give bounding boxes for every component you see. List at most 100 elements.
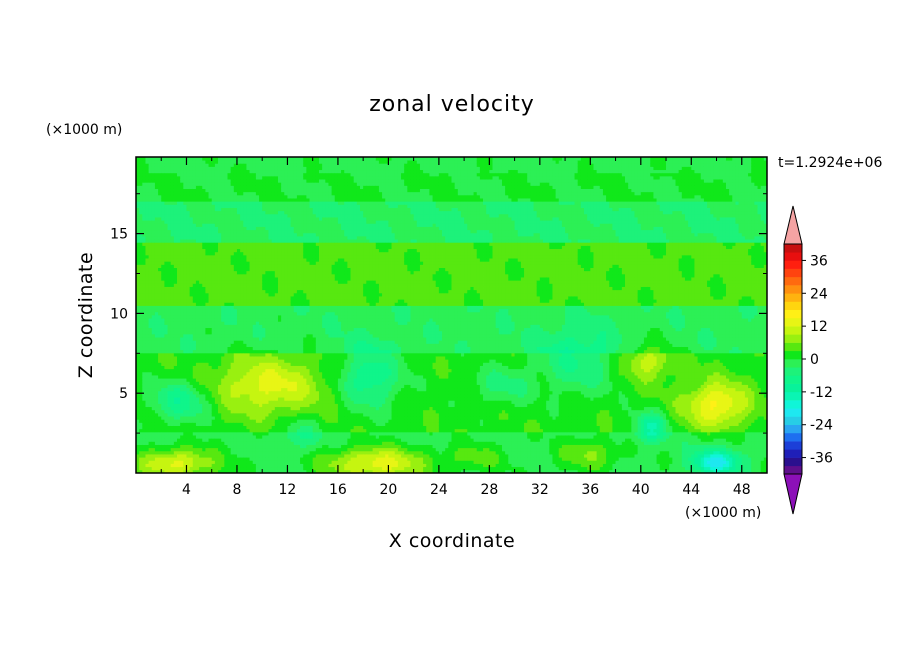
contour-cell [250,331,254,335]
contour-cell [186,340,190,344]
contour-cell [224,195,228,199]
contour-cell [174,441,178,445]
contour-cell [186,264,190,268]
contour-cell [209,283,213,287]
contour-cell [224,356,228,360]
contour-cell [215,467,219,471]
contour-cell [259,378,263,382]
contour-cell [199,204,203,208]
contour-cell [193,204,197,208]
contour-cell [164,429,168,433]
contour-cell [174,394,178,398]
contour-cell [171,432,175,436]
contour-cell [250,422,254,426]
contour-cell [139,309,143,313]
contour-cell [199,337,203,341]
contour-cell [202,252,206,256]
contour-cell [152,302,156,306]
contour-cell [145,413,149,417]
contour-cell [155,271,159,275]
contour-cell [196,441,200,445]
contour-cell [164,353,168,357]
contour-cell [234,441,238,445]
contour-cell [253,176,257,180]
contour-cell [291,343,295,347]
contour-cell [199,302,203,306]
contour-cell [291,388,295,392]
contour-cell [215,343,219,347]
contour-cell [209,410,213,414]
contour-cell [284,306,288,310]
contour-cell [265,277,269,281]
contour-cell [164,287,168,291]
contour-cell [177,422,181,426]
contour-cell [281,359,285,363]
contour-cell [142,163,146,167]
contour-cell [202,353,206,357]
contour-cell [149,268,153,272]
contour-cell [253,236,257,240]
contour-cell [139,445,143,449]
contour-cell [152,309,156,313]
contour-cell [218,347,222,351]
contour-cell [262,211,266,215]
contour-cell [269,296,273,300]
contour-cell [193,163,197,167]
contour-cell [174,217,178,221]
contour-cell [199,315,203,319]
contour-cell [186,403,190,407]
contour-cell [209,454,213,458]
contour-cell [237,280,241,284]
contour-cell [149,388,153,392]
contour-cell [168,419,172,423]
contour-cell [190,258,194,262]
contour-cell [199,201,203,205]
contour-cell [275,362,279,366]
contour-cell [193,160,197,164]
contour-cell [253,366,257,370]
contour-cell [221,290,225,294]
contour-cell [158,419,162,423]
contour-cell [212,283,216,287]
contour-cell [155,419,159,423]
contour-cell [161,359,165,363]
contour-cell [246,189,250,193]
contour-cell [243,328,247,332]
contour-cell [265,369,269,373]
contour-cell [272,359,276,363]
contour-cell [237,381,241,385]
contour-cell [199,312,203,316]
contour-cell [164,249,168,253]
contour-cell [149,170,153,174]
contour-cell [171,467,175,471]
contour-cell [269,252,273,256]
contour-cell [228,375,232,379]
contour-cell [205,198,209,202]
contour-cell [262,334,266,338]
contour-cell [161,227,165,231]
contour-cell [275,432,279,436]
contour-cell [155,467,159,471]
contour-cell [237,385,241,389]
contour-cell [291,378,295,382]
contour-cell [272,400,276,404]
contour-cell [171,245,175,249]
contour-cell [149,451,153,455]
contour-cell [158,435,162,439]
contour-cell [212,397,216,401]
contour-cell [158,274,162,278]
contour-cell [246,302,250,306]
contour-cell [149,324,153,328]
contour-cell [145,176,149,180]
contour-cell [250,302,254,306]
contour-cell [224,429,228,433]
contour-cell [193,328,197,332]
contour-cell [281,318,285,322]
contour-cell [149,287,153,291]
contour-cell [193,195,197,199]
contour-cell [221,166,225,170]
contour-cell [278,245,282,249]
contour-cell [218,331,222,335]
contour-cell [237,192,241,196]
contour-cell [161,467,165,471]
